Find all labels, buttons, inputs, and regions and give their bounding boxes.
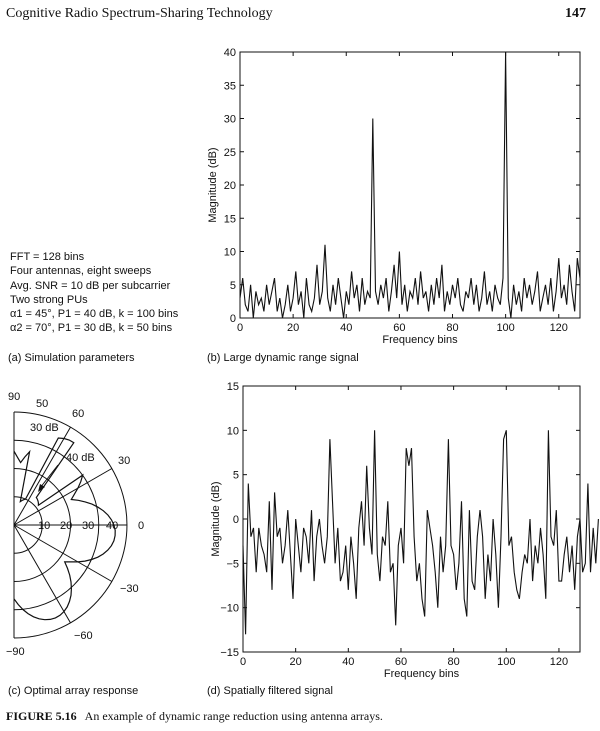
- y-tick-label: 15: [227, 381, 239, 393]
- x-tick-label: 120: [550, 322, 568, 334]
- param-line: α1 = 45°, P1 = 40 dB, k = 100 bins: [10, 308, 179, 321]
- simulation-parameters: FFT = 128 bins Four antennas, eight swee…: [10, 250, 178, 336]
- y-tick-label: 35: [224, 80, 236, 92]
- caption-a: (a) Simulation parameters: [8, 352, 135, 364]
- param-line: Four antennas, eight sweeps: [10, 265, 152, 278]
- y-axis-label: Magnitude (dB): [207, 147, 219, 222]
- y-tick-label: 5: [230, 280, 236, 292]
- y-tick-label: 0: [233, 514, 239, 526]
- x-tick-label: 120: [550, 656, 568, 668]
- y-tick-label: 25: [224, 147, 236, 159]
- polar-spoke: [13, 524, 71, 624]
- theta-label: 90: [8, 391, 20, 403]
- param-line: α2 = 70°, P1 = 30 dB, k = 50 bins: [10, 322, 173, 335]
- r-label: 30: [82, 520, 94, 532]
- y-tick-label: 5: [233, 470, 239, 482]
- data-series-line: [242, 430, 599, 635]
- theta-label: 0: [138, 520, 144, 532]
- annotation-30db: 30 dB: [30, 422, 59, 434]
- x-axis-label: Frequency bins: [382, 334, 458, 346]
- x-tick-label: 20: [287, 322, 299, 334]
- data-series-line: [239, 51, 581, 319]
- x-tick-label: 80: [448, 656, 460, 668]
- y-tick-label: 10: [224, 247, 236, 259]
- y-tick-label: −10: [220, 603, 239, 615]
- theta-label: 60: [72, 408, 84, 420]
- figure-caption: FIGURE 5.16 An example of dynamic range r…: [6, 709, 383, 724]
- param-line: FFT = 128 bins: [10, 251, 85, 263]
- array-response-curve: [13, 437, 116, 621]
- y-tick-label: −15: [220, 647, 239, 659]
- page-number: 147: [565, 6, 586, 21]
- y-tick-label: 15: [224, 213, 236, 225]
- polar-spoke: [13, 426, 71, 526]
- y-tick-label: 40: [224, 47, 236, 59]
- x-tick-label: 20: [290, 656, 302, 668]
- theta-label: 50: [36, 398, 48, 410]
- x-tick-label: 0: [237, 322, 243, 334]
- r-label: 20: [60, 520, 72, 532]
- y-tick-label: 0: [230, 313, 236, 325]
- y-axis-label: Magnitude (dB): [210, 481, 222, 556]
- figure-text: An example of dynamic range reduction us…: [84, 709, 383, 723]
- param-line: Two strong PUs: [10, 293, 88, 306]
- x-tick-label: 40: [340, 322, 352, 334]
- x-tick-label: 80: [446, 322, 458, 334]
- x-tick-label: 40: [342, 656, 354, 668]
- theta-label: −30: [120, 583, 139, 595]
- polar-spoke: [13, 468, 113, 526]
- y-tick-label: 20: [224, 180, 236, 192]
- figure-label: FIGURE 5.16: [6, 709, 77, 723]
- polar-grid: [13, 411, 128, 639]
- caption-b: (b) Large dynamic range signal: [207, 352, 359, 364]
- arrow-head: [38, 484, 45, 492]
- caption-d: (d) Spatially filtered signal: [207, 685, 333, 697]
- y-tick-label: 30: [224, 114, 236, 126]
- theta-label: −90: [6, 646, 25, 658]
- x-tick-label: 60: [393, 322, 405, 334]
- r-label: 10: [38, 520, 50, 532]
- polar-array-response: 90 50 60 30 0 −30 −60 −90 10 20 30 40 30 dB 40 dB: [6, 391, 144, 658]
- x-tick-label: 60: [395, 656, 407, 668]
- annotation-40db: 40 dB: [66, 452, 95, 464]
- chart-spatially-filtered: −15 −10 −5 0 5 10 15 0 20 40 60 80 100 120 Frequency b…: [210, 381, 599, 680]
- polar-spoke: [13, 524, 113, 582]
- arrow-line: [39, 464, 59, 489]
- theta-label: 30: [118, 455, 130, 467]
- y-tick-label: −5: [226, 558, 239, 570]
- param-line: Avg. SNR = 10 dB per subcarrier: [10, 279, 171, 292]
- chart-large-dynamic-range: 0 5 10 15 20 25 30 35 40 0 20 40 60 80 100 120 Frequency…: [207, 47, 581, 346]
- y-tick-label: 10: [227, 425, 239, 437]
- x-tick-label: 100: [496, 322, 514, 334]
- x-axis-label: Frequency bins: [384, 668, 460, 680]
- r-label: 40: [106, 520, 118, 532]
- x-tick-label: 100: [497, 656, 515, 668]
- x-tick-label: 0: [240, 656, 246, 668]
- running-title: Cognitive Radio Spectrum-Sharing Technol…: [6, 6, 273, 21]
- theta-label: −60: [74, 630, 93, 642]
- caption-c: (c) Optimal array response: [8, 685, 139, 697]
